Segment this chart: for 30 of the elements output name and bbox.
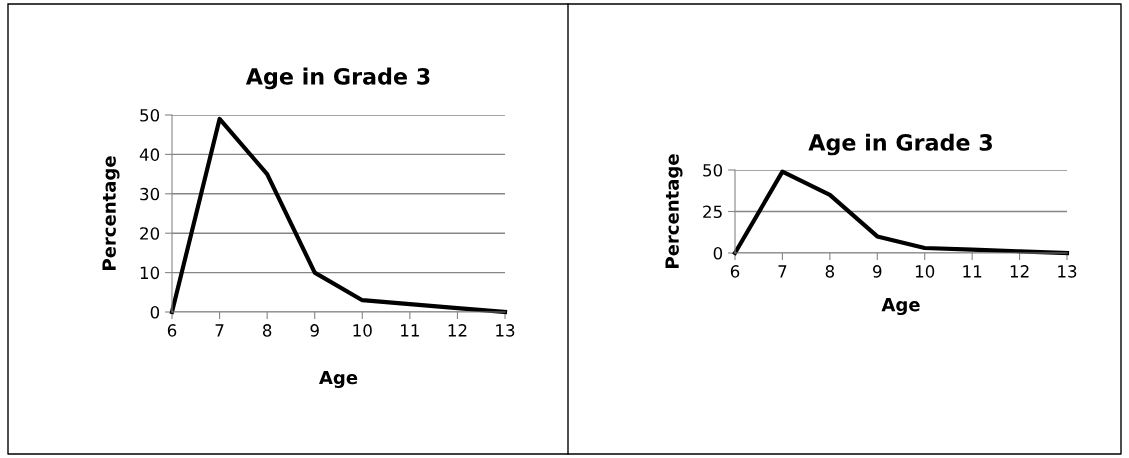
x-tick-label: 8 xyxy=(825,265,835,278)
x-axis-title: Age xyxy=(881,298,920,316)
y-tick-label: 40 xyxy=(139,148,160,161)
x-tick-label: 12 xyxy=(1010,265,1029,278)
y-tick-label: 50 xyxy=(140,108,160,122)
y-axis-title: Percentage xyxy=(665,154,683,268)
x-tick-label: 11 xyxy=(401,324,419,337)
x-axis-title: Age xyxy=(319,370,358,388)
x-tick-label: 9 xyxy=(310,324,319,337)
y-tick-label: 0 xyxy=(713,246,723,260)
x-tick-label: 12 xyxy=(448,324,467,337)
y-tick-label: 0 xyxy=(150,305,160,319)
x-tick-label: 13 xyxy=(496,324,515,337)
x-tick-label: 9 xyxy=(873,265,882,278)
chart-title: Age in Grade 3 xyxy=(808,133,992,156)
y-tick-label: 20 xyxy=(140,227,160,240)
x-tick-label: 7 xyxy=(778,265,787,278)
x-tick-label: 8 xyxy=(262,324,272,337)
y-tick-label: 50 xyxy=(703,163,723,177)
chart-title: Age in Grade 3 xyxy=(245,67,430,90)
x-tick-label: 13 xyxy=(1058,265,1077,278)
y-tick-label: 25 xyxy=(703,205,722,219)
x-tick-label: 7 xyxy=(215,324,224,337)
x-tick-label: 11 xyxy=(963,265,982,278)
x-tick-label: 6 xyxy=(730,265,740,278)
x-tick-label: 10 xyxy=(915,265,935,278)
x-tick-label: 6 xyxy=(167,324,177,337)
x-tick-label: 10 xyxy=(353,324,372,337)
y-axis-title: Percentage xyxy=(102,156,120,270)
y-tick-label: 30 xyxy=(140,187,160,201)
